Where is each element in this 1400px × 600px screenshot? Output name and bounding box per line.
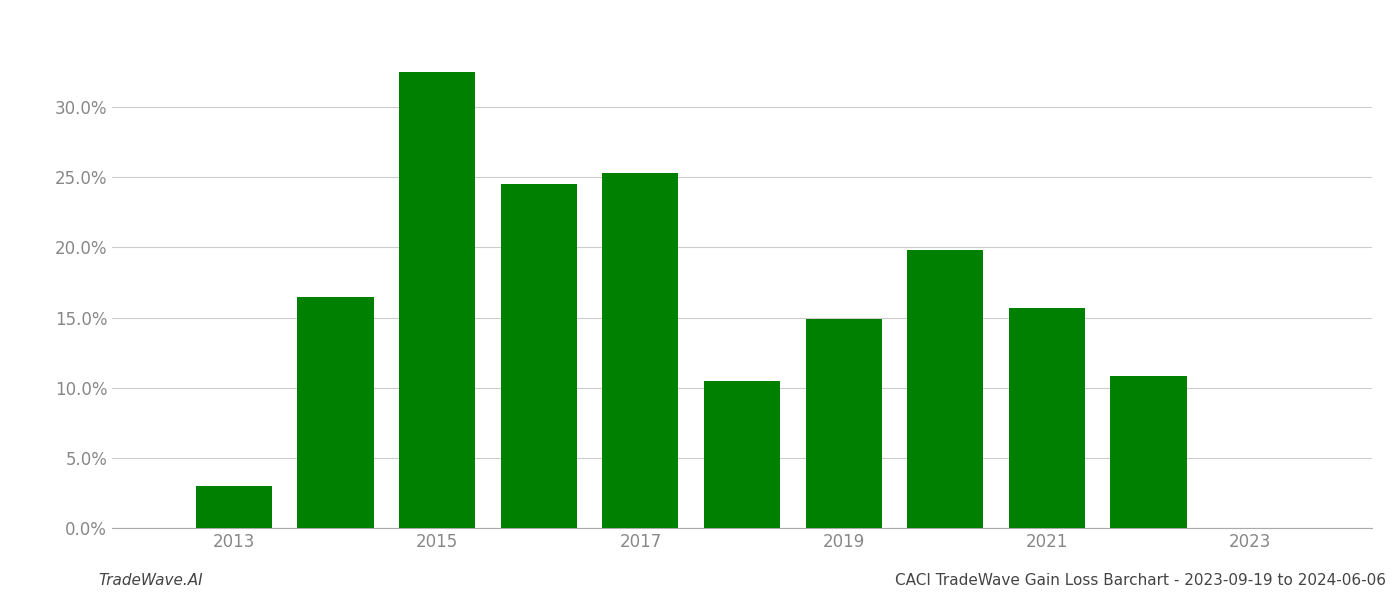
Bar	[704, 381, 780, 528]
Bar	[196, 486, 272, 528]
Bar	[297, 296, 374, 528]
Bar	[805, 319, 882, 528]
Bar	[602, 173, 679, 528]
Bar	[399, 72, 475, 528]
Bar	[907, 250, 983, 528]
Bar	[1110, 376, 1187, 528]
Bar	[1009, 308, 1085, 528]
Text: CACI TradeWave Gain Loss Barchart - 2023-09-19 to 2024-06-06: CACI TradeWave Gain Loss Barchart - 2023…	[895, 573, 1386, 588]
Text: TradeWave.AI: TradeWave.AI	[98, 573, 203, 588]
Bar	[501, 184, 577, 528]
